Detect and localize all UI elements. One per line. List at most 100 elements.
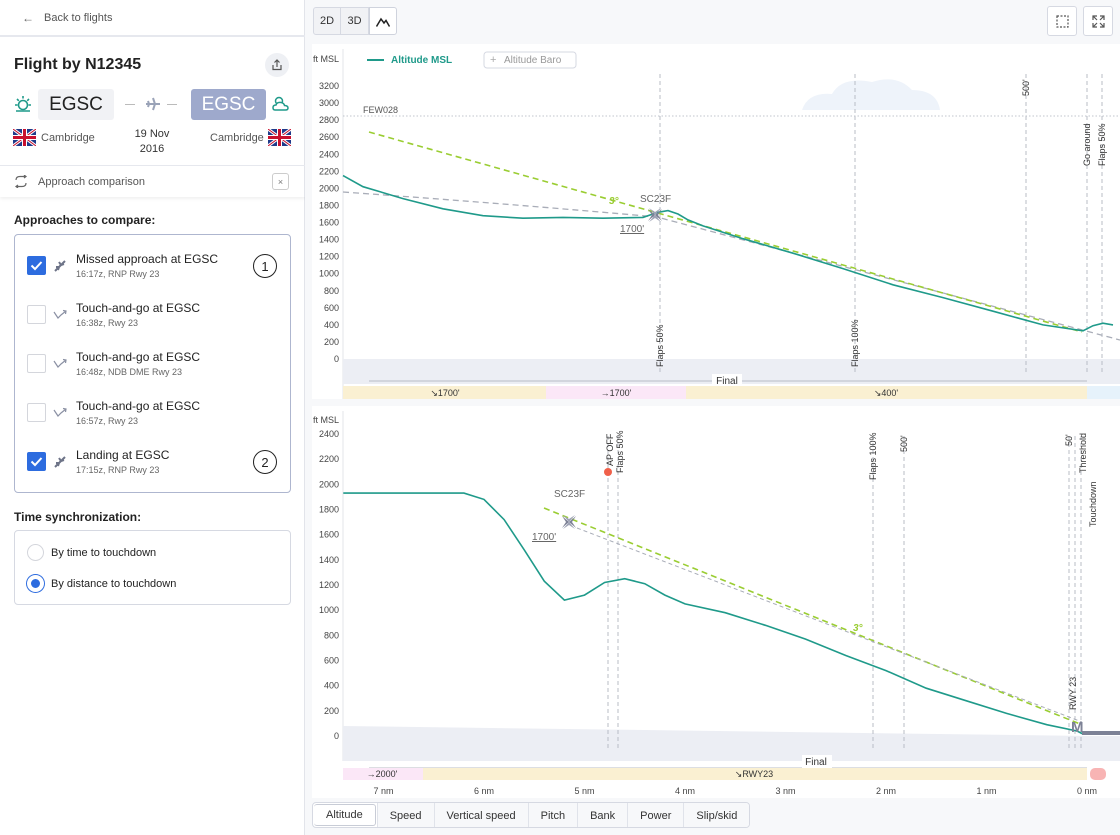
y-tick-label: 800 xyxy=(324,630,339,640)
approach-name: Missed approach at EGSC xyxy=(76,252,219,266)
glide-slope-line xyxy=(543,507,1081,725)
glide-slope-line xyxy=(368,131,1083,333)
flight-title: Flight by N12345 xyxy=(14,56,142,73)
approach-checkbox[interactable] xyxy=(27,354,46,373)
y-tick-label: 400 xyxy=(324,320,339,330)
approaches-heading: Approaches to compare: xyxy=(14,213,156,227)
runway-marker: M xyxy=(1071,719,1084,736)
origin-airport-badge[interactable]: EGSC xyxy=(38,89,114,120)
approach-details: 17:15z, RNP Rwy 23 xyxy=(76,465,160,475)
approach-number-badge: 1 xyxy=(253,254,277,278)
metric-tabs: Altitude Speed Vertical speed Pitch Bank Powe… xyxy=(312,802,751,828)
approach-item[interactable]: Missed approach at EGSC 16:17z, RNP Rwy 2… xyxy=(15,235,290,284)
y-tick-label: 2200 xyxy=(319,166,339,176)
approach-details: 16:17z, RNP Rwy 23 xyxy=(76,269,160,279)
fix-name: SC23F xyxy=(640,194,671,205)
event-label-go-around: Go around xyxy=(1082,123,1092,166)
legend-altitude-baro[interactable]: Altitude Baro xyxy=(504,55,562,66)
select-region-button[interactable] xyxy=(1047,6,1077,36)
approach-checkbox[interactable] xyxy=(27,452,46,471)
tab-speed[interactable]: Speed xyxy=(376,803,434,827)
terrain-band xyxy=(343,726,1120,761)
y-tick-label: 2400 xyxy=(319,429,339,439)
fullscreen-button[interactable] xyxy=(1083,6,1113,36)
radio-by-distance-label[interactable]: By distance to touchdown xyxy=(51,578,177,590)
approach-comparison-bar: Approach comparison × xyxy=(0,166,305,197)
flight-date-day: 19 Nov xyxy=(134,128,170,140)
weather-sun-icon xyxy=(15,96,31,112)
legend-altitude-msl[interactable]: Altitude MSL xyxy=(391,55,452,66)
touch-and-go-icon xyxy=(53,406,67,420)
radio-by-time[interactable] xyxy=(27,544,44,561)
approach-checkbox[interactable] xyxy=(27,403,46,422)
view-2d-button[interactable]: 2D xyxy=(313,7,341,35)
y-tick-label: 1800 xyxy=(319,505,339,515)
y-tick-label: 0 xyxy=(334,354,339,364)
y-tick-label: 3000 xyxy=(319,98,339,108)
segment-label-2: →1700' xyxy=(601,388,632,398)
back-to-flights-link[interactable]: ← Back to flights xyxy=(0,0,305,36)
tab-power[interactable]: Power xyxy=(627,803,684,827)
legend-altitude-baro-button[interactable] xyxy=(483,51,577,69)
destination-airport-badge[interactable]: EGSC xyxy=(191,89,266,120)
cloud-shape xyxy=(802,79,940,110)
approach-name: Touch-and-go at EGSC xyxy=(76,301,201,315)
segment-1 xyxy=(343,386,546,399)
tab-altitude[interactable]: Altitude xyxy=(314,804,376,826)
runway-bar xyxy=(1082,731,1120,735)
arrow-left-icon: ← xyxy=(22,10,34,25)
y-tick-label: 2200 xyxy=(319,454,339,464)
airplane-icon xyxy=(146,97,160,111)
event-label-ap-off: AP OFF xyxy=(605,433,615,466)
time-sync-options: By time to touchdown By distance to touc… xyxy=(14,530,291,605)
radio-by-distance[interactable] xyxy=(27,575,44,592)
approach-name: Touch-and-go at EGSC xyxy=(76,399,201,413)
phase-label: Final xyxy=(805,757,827,768)
segment-label-1: →2000' xyxy=(367,769,398,779)
approach-item[interactable]: Touch-and-go at EGSC 16:48z, NDB DME Rwy … xyxy=(15,333,290,382)
approach-item[interactable]: Touch-and-go at EGSC 16:38z, Rwy 23 xyxy=(15,284,290,333)
y-tick-label: 600 xyxy=(324,303,339,313)
approach-item[interactable]: Touch-and-go at EGSC 16:57z, Rwy 23 xyxy=(15,382,290,431)
view-profile-button[interactable] xyxy=(369,7,397,35)
segment-2 xyxy=(423,768,1087,780)
y-tick-label: 0 xyxy=(334,731,339,741)
approach-details: 16:48z, NDB DME Rwy 23 xyxy=(76,367,183,377)
landing-icon xyxy=(53,259,67,273)
x-tick-label: 0 nm xyxy=(1077,786,1097,796)
tab-bank[interactable]: Bank xyxy=(577,803,628,827)
compare-icon xyxy=(15,175,27,188)
y-tick-label: 1000 xyxy=(319,269,339,279)
weather-cloud-sun-icon xyxy=(272,96,289,111)
uk-flag-icon xyxy=(268,129,291,146)
event-label-500ft: 500' xyxy=(1021,79,1031,96)
tab-pitch[interactable]: Pitch xyxy=(527,803,578,827)
flight-date: 19 Nov 2016 xyxy=(122,127,182,157)
y-axis-label: ft MSL xyxy=(313,415,339,425)
time-sync-heading: Time synchronization: xyxy=(14,510,142,524)
mountain-icon xyxy=(376,17,390,27)
close-comparison-button[interactable]: × xyxy=(272,173,289,190)
event-label-50ft: 50' xyxy=(1064,434,1074,446)
approach-checkbox[interactable] xyxy=(27,256,46,275)
y-tick-label: 200 xyxy=(324,706,339,716)
approach-name: Touch-and-go at EGSC xyxy=(76,350,201,364)
phase-label: Final xyxy=(716,376,738,387)
y-tick-label: 1600 xyxy=(319,218,339,228)
approach-checkbox[interactable] xyxy=(27,305,46,324)
approach-item[interactable]: Landing at EGSC 17:15z, RNP Rwy 23 2 xyxy=(15,431,290,480)
fix-waypoint-icon xyxy=(562,515,576,529)
altitude-msl-series xyxy=(342,174,1114,332)
checkmark-icon xyxy=(30,457,43,467)
tab-slip-skid[interactable]: Slip/skid xyxy=(683,803,750,827)
share-button[interactable] xyxy=(265,53,289,77)
select-region-icon xyxy=(1055,14,1069,28)
x-tick-label: 5 nm xyxy=(574,786,594,796)
view-3d-button[interactable]: 3D xyxy=(341,7,369,35)
y-tick-label: 2000 xyxy=(319,479,339,489)
tab-vertical-speed[interactable]: Vertical speed xyxy=(433,803,528,827)
fix-altitude: 1700' xyxy=(620,224,644,235)
event-label-flaps-50: Flaps 50% xyxy=(655,324,665,367)
reference-path xyxy=(576,527,1083,723)
radio-by-time-label[interactable]: By time to touchdown xyxy=(51,547,157,559)
